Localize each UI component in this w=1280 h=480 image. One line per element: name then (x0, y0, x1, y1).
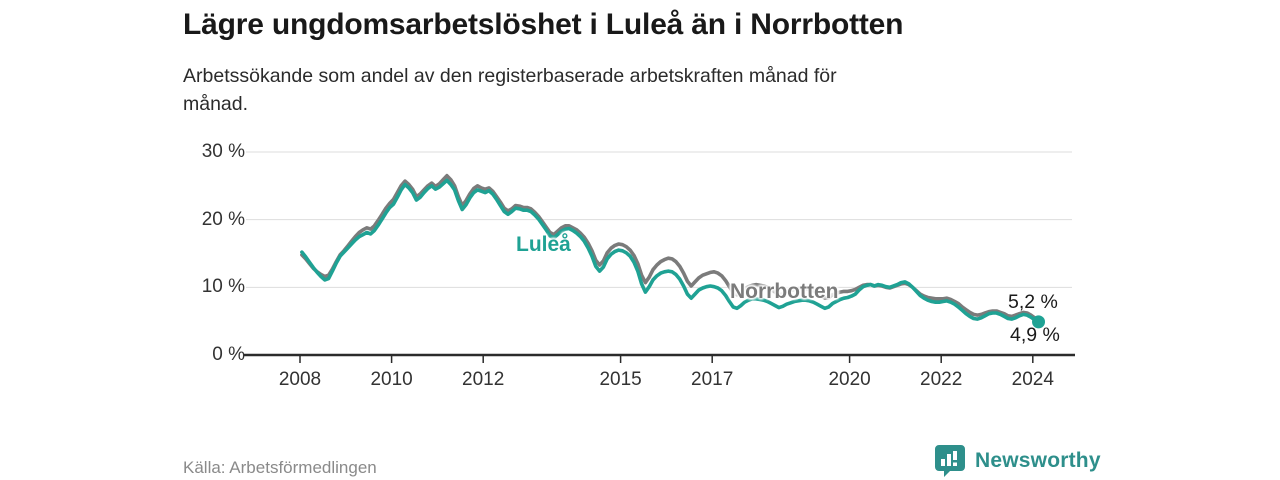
x-tick-label: 2010 (370, 369, 413, 390)
series-label-lulea: Luleå (516, 233, 571, 256)
end-point-dot (1032, 315, 1046, 329)
y-tick-label: 10 % (201, 276, 245, 298)
newsworthy-brand: Newsworthy (934, 444, 1101, 478)
x-tick-label: 2008 (278, 369, 322, 390)
newsworthy-wordmark: Newsworthy (975, 449, 1101, 472)
source-note: Källa: Arbetsförmedlingen (183, 458, 377, 477)
end-value-lulea: 4,9 % (1010, 324, 1060, 346)
end-value-norrbotten: 5,2 % (1008, 291, 1058, 313)
chart-subtitle-line-1: Arbetssökande som andel av den registerb… (183, 65, 837, 87)
newsworthy-chart-bubble-icon (935, 445, 965, 477)
y-tick-label: 0 % (212, 344, 245, 365)
chart-subtitle: Arbetssökande som andel av den registerb… (183, 62, 1083, 118)
x-tick-label: 2024 (1011, 369, 1054, 390)
series-label-norrbotten: Norrbotten (730, 280, 839, 303)
chart-title: Lägre ungdomsarbetslöshet i Luleå än i N… (183, 8, 904, 41)
x-tick-label: 2022 (920, 369, 963, 390)
y-tick-label: 20 % (201, 208, 245, 230)
x-tick-label: 2012 (462, 369, 505, 390)
line-norrbotten (300, 173, 1041, 322)
line-lule (300, 178, 1041, 324)
x-tick-label: 2017 (691, 369, 734, 390)
chart-subtitle-line-2: månad. (183, 93, 249, 115)
x-tick-label: 2020 (828, 369, 871, 390)
y-tick-label: 30 % (201, 140, 245, 162)
x-tick-label: 2015 (599, 369, 642, 390)
